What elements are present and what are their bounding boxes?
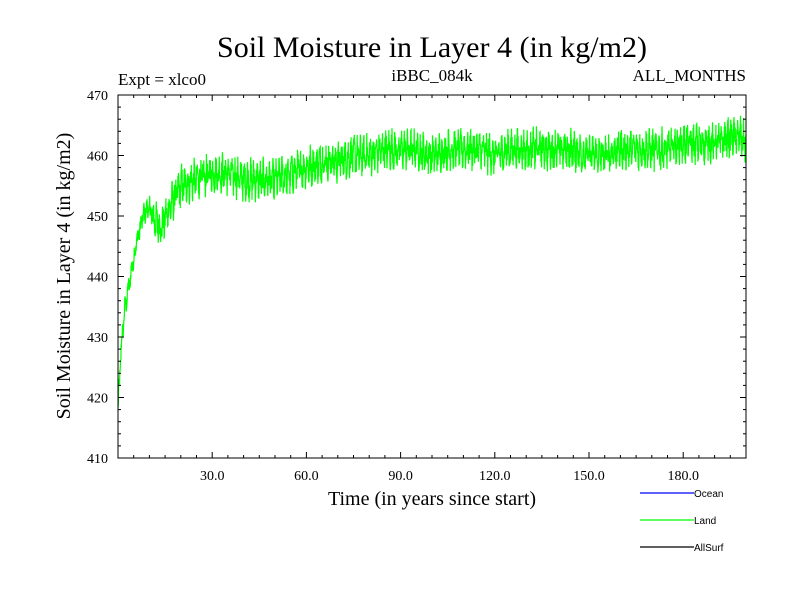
y-tick-label: 420 xyxy=(87,392,108,407)
x-tick-label: 120.0 xyxy=(479,469,511,484)
series-line-land xyxy=(117,115,747,408)
y-tick-label: 430 xyxy=(87,331,108,346)
y-tick-label: 470 xyxy=(87,89,108,104)
y-axis-ticks: 410 420 430 440 450 460 470 xyxy=(87,89,746,467)
y-tick-label: 440 xyxy=(87,271,108,286)
x-tick-label: 30.0 xyxy=(200,469,225,484)
series-group xyxy=(117,115,747,408)
chart-subtitle-left: Expt = xlco0 xyxy=(118,70,206,89)
chart-subtitle-right: ALL_MONTHS xyxy=(633,66,746,85)
legend: Ocean Land AllSurf xyxy=(640,489,724,554)
chart-title: Soil Moisture in Layer 4 (in kg/m2) xyxy=(217,31,647,64)
y-tick-label: 410 xyxy=(87,452,108,467)
legend-label-ocean: Ocean xyxy=(694,489,723,500)
chart-subtitle-center: iBBC_084k xyxy=(391,66,473,85)
y-axis-label: Soil Moisture in Layer 4 (in kg/m2) xyxy=(53,133,75,420)
legend-label-land: Land xyxy=(694,516,716,527)
x-axis-label: Time (in years since start) xyxy=(328,488,536,510)
legend-label-allsurf: AllSurf xyxy=(694,543,724,554)
x-axis-ticks: 30.0 60.0 90.0 120.0 150.0 180.0 xyxy=(133,95,731,484)
y-tick-label: 450 xyxy=(87,210,108,225)
x-tick-label: 180.0 xyxy=(667,469,699,484)
x-tick-label: 90.0 xyxy=(388,469,413,484)
x-tick-label: 60.0 xyxy=(294,469,319,484)
x-tick-label: 150.0 xyxy=(573,469,605,484)
y-tick-label: 460 xyxy=(87,150,108,165)
